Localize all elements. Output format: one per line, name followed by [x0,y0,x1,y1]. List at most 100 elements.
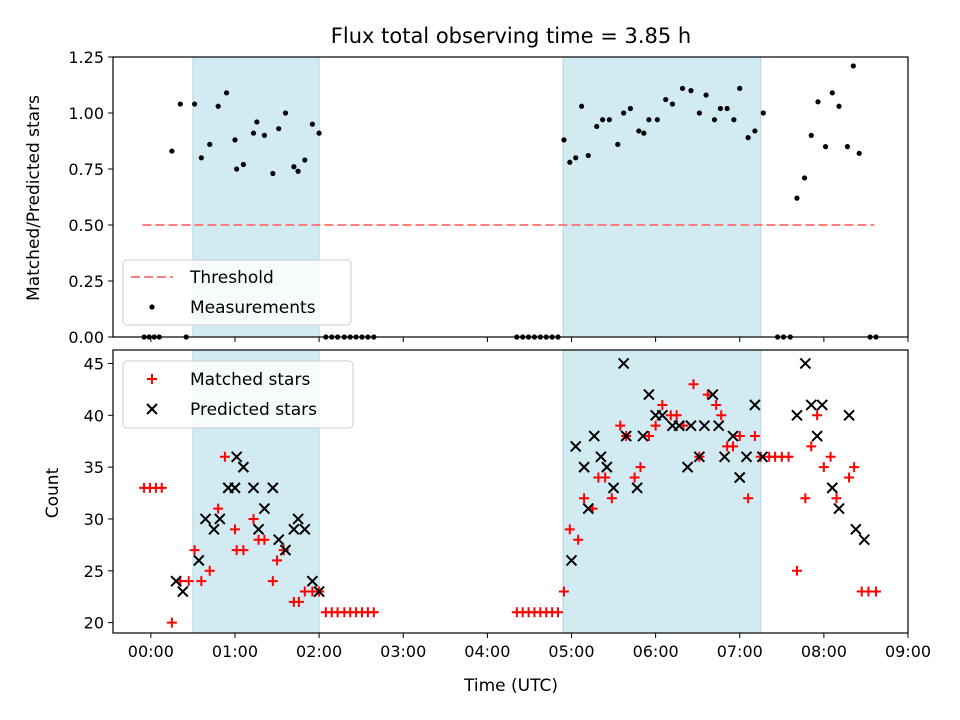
matched-stars-point [734,431,745,442]
y-tick-label: 30 [84,510,104,529]
measurement-point [760,110,766,116]
y-tick-label: 0.50 [68,216,104,235]
predicted-stars-point [816,399,828,411]
measurement-point [669,101,676,107]
measurement-point [836,103,842,109]
measurement-point [663,96,669,103]
x-tick-label: 02:00 [296,642,342,661]
predicted-stars-point [681,461,694,473]
matched-stars-point [166,617,177,628]
measurement-point [646,117,652,123]
matched-stars-point [800,493,811,504]
predicted-stars-point [637,430,649,442]
legend: Matched stars Predicted stars [122,360,354,429]
predicted-stars-point [578,461,590,473]
predicted-stars-point [565,554,578,567]
measurement-point [567,159,573,165]
measurement-point [654,117,660,123]
predicted-stars-point [740,451,753,463]
matched-stars-point [238,545,249,556]
predicted-stars-point [620,430,632,442]
matched-stars-point [272,555,283,566]
predicted-stars-point [693,451,706,463]
measurement-point [207,141,213,147]
measurement-point [711,117,718,123]
measurement-point [261,132,268,138]
predicted-stars-point [850,523,862,536]
y-tick-label: 40 [84,406,104,425]
x-axis-label: Time (UTC) [463,676,558,696]
legend: Threshold Measurements [122,259,352,326]
measurement-point [703,92,709,98]
y-tick-label: 20 [84,614,104,633]
matched-stars-point [267,576,278,587]
measurement-point [815,99,821,105]
predicted-stars-point [214,513,226,525]
matched-stars-point [635,462,646,473]
measurement-point [679,85,686,91]
y-tick-label: 45 [84,354,104,373]
predicted-stars-point [858,533,870,546]
matched-stars-point [711,399,722,410]
x-tick-label: 01:00 [212,642,258,661]
matched-stars-point [189,545,200,556]
y-tick-label: 0.00 [68,328,104,347]
matched-stars-point [219,451,230,462]
legend-measurements-label: Measurements [190,298,316,318]
x-tick-label: 07:00 [717,642,763,661]
predicted-stars-point [582,502,595,515]
matched-stars-point [728,441,739,452]
predicted-stars-point [588,430,600,442]
measurement-point [808,132,814,138]
measurement-point [822,144,829,150]
matched-stars-point [818,462,829,473]
predicted-stars-point [595,451,607,463]
measurement-point [594,123,600,130]
predicted-stars-point [718,451,731,463]
matched-stars-point [368,607,379,618]
predicted-stars-point [791,409,803,422]
predicted-stars-point [727,430,739,442]
measurement-point [737,85,743,91]
measurement-point [215,103,221,109]
predicted-stars-point [698,419,711,432]
matched-stars-point [825,451,836,462]
matched-stars-point [629,472,640,483]
matched-stars-point [204,565,215,576]
matched-stars-point [573,534,584,545]
measurement-point [801,175,808,181]
matched-stars-point [564,524,575,535]
axes-frame [112,56,909,338]
measurement-point [745,135,751,141]
measurement-point [850,63,856,69]
matched-stars-point [156,482,167,493]
matched-stars-point [688,379,699,390]
predicted-stars-point [313,585,325,598]
measurement-point [600,117,606,123]
top-panel-title: Flux total observing time = 3.85 h [331,24,691,48]
axes-frame [112,349,909,634]
matched-stars-point [643,431,654,442]
measurement-point [240,161,246,168]
y-tick-label: 35 [84,458,104,477]
measurement-point [752,128,758,134]
predicted-stars-point [279,544,292,556]
measurement-point [192,101,198,107]
measurement-point [276,126,282,132]
measurement-point [291,164,297,170]
x-tick-label: 00:00 [128,642,174,661]
legend-predicted-label: Predicted stars [190,400,317,420]
matched-stars-point [831,493,842,504]
measurement-point [615,141,621,147]
measurement-point [234,166,240,172]
matched-stars-point [783,451,794,462]
matched-stars-point [871,586,882,597]
y-tick-label: 0.25 [68,272,104,291]
predicted-stars-point [805,399,817,411]
measurement-point [295,168,301,174]
predicted-stars-point [247,482,260,494]
matched-stars-point [248,513,259,524]
shaded-interval [563,57,761,337]
matched-stars-point [755,451,766,462]
predicted-stars-point [601,461,613,473]
